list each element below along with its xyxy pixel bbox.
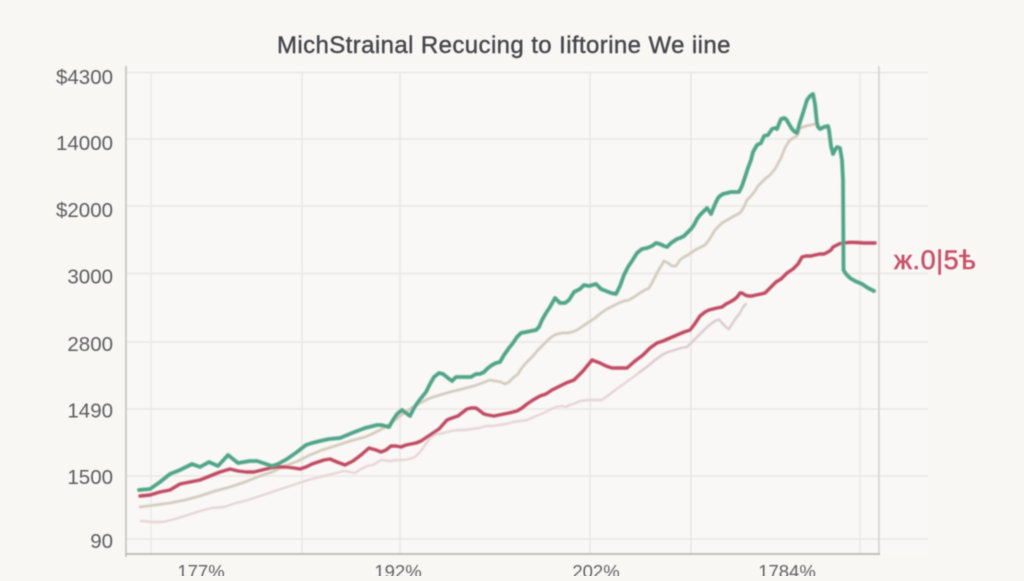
svg-text:3000: 3000 [67,266,113,289]
svg-text:1490: 1490 [67,400,113,423]
svg-text:2800: 2800 [67,333,113,356]
svg-text:177%: 177% [177,561,224,576]
svg-text:MichStrainal Recucing to Iifto: MichStrainal Recucing to Iiftorine We ii… [277,32,731,59]
svg-text:1784%: 1784% [758,561,816,576]
svg-text:14000: 14000 [56,132,113,155]
svg-text:ж.0|5ѣ: ж.0|5ѣ [894,245,976,275]
svg-text:$4300: $4300 [56,66,113,89]
svg-text:192%: 192% [374,561,421,576]
svg-text:$2000: $2000 [56,199,113,222]
svg-text:1500: 1500 [67,466,113,489]
svg-text:90: 90 [90,530,113,553]
svg-text:202%: 202% [572,561,619,576]
